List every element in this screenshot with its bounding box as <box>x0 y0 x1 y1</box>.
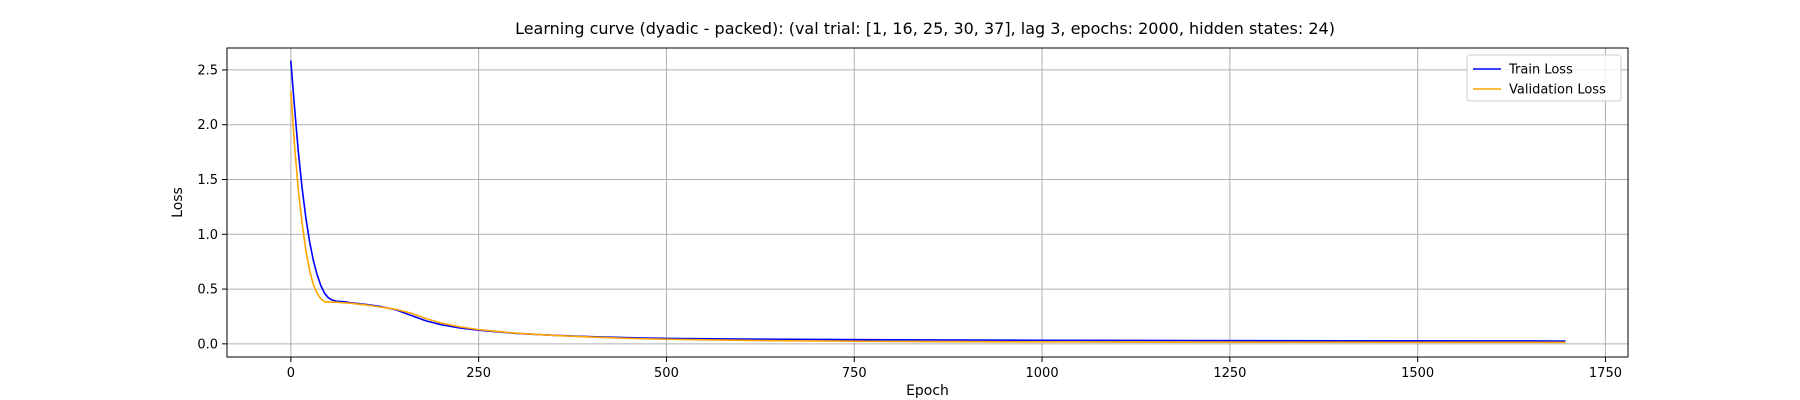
chart-title: Learning curve (dyadic - packed): (val t… <box>515 19 1335 38</box>
x-axis-ticks: 0 250 500 750 1000 1250 1500 1750 <box>287 357 1622 381</box>
x-tick-label: 1000 <box>1026 366 1059 381</box>
x-tick-label: 1750 <box>1589 366 1622 381</box>
series-line-train-loss <box>290 60 1566 342</box>
x-axis-label: Epoch <box>906 383 949 399</box>
x-tick-label: 0 <box>287 366 295 381</box>
legend-label: Validation Loss <box>1509 83 1606 98</box>
series-lines <box>290 60 1566 344</box>
x-tick-label: 1500 <box>1401 366 1434 381</box>
x-tick-label: 1250 <box>1213 366 1246 381</box>
series-line-validation-loss <box>290 91 1566 344</box>
x-tick-label: 750 <box>842 366 867 381</box>
legend-box <box>1466 54 1622 102</box>
y-axis-label: Loss <box>170 187 186 218</box>
y-tick-label: 2.0 <box>197 118 218 133</box>
plot-area-frame <box>226 47 1629 358</box>
y-tick-label: 0.0 <box>197 337 218 352</box>
grid <box>227 48 1628 357</box>
x-tick-label: 500 <box>654 366 679 381</box>
y-tick-label: 0.5 <box>197 283 218 298</box>
y-axis-ticks: 0.0 0.5 1.0 1.5 2.0 2.5 <box>197 63 227 352</box>
y-tick-label: 2.5 <box>197 63 218 78</box>
legend-label: Train Loss <box>1508 63 1573 78</box>
x-tick-label: 250 <box>466 366 491 381</box>
y-tick-label: 1.0 <box>197 228 218 243</box>
legend: Train Loss Validation Loss <box>1466 54 1622 102</box>
y-tick-label: 1.5 <box>197 173 218 188</box>
